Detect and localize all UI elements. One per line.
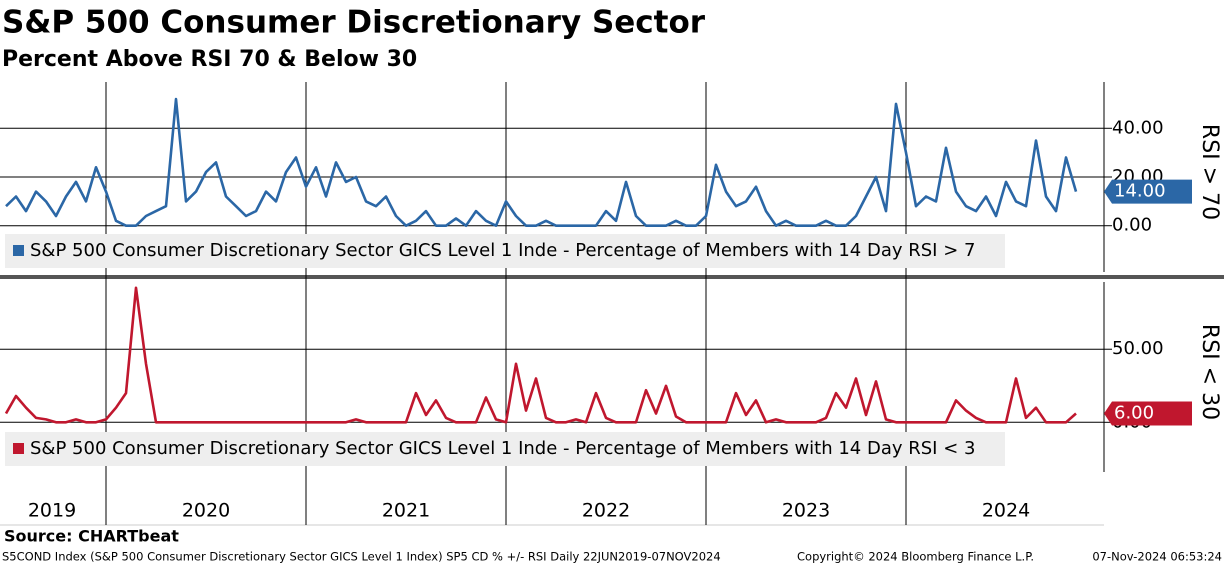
legend-box — [5, 432, 1005, 466]
axis-title: RSI > 70 — [1197, 124, 1222, 220]
footer-center: Copyright© 2024 Bloomberg Finance L.P. — [797, 550, 1034, 564]
legend-swatch — [13, 245, 24, 256]
series-line — [4, 286, 1077, 424]
x-tick-label: 2024 — [982, 500, 1030, 522]
y-tick-label: 50.00 — [1112, 338, 1164, 359]
chart-title: S&P 500 Consumer Discretionary Sector — [2, 5, 706, 41]
x-tick-label: 2020 — [182, 500, 230, 522]
legend-label: S&P 500 Consumer Discretionary Sector GI… — [30, 240, 975, 261]
y-tick-label: 40.00 — [1112, 117, 1164, 138]
legend-box — [5, 234, 1005, 268]
x-tick-label: 2022 — [582, 500, 630, 522]
x-tick-label: 2021 — [382, 500, 430, 522]
footer-left: S5COND Index (S&P 500 Consumer Discretio… — [2, 550, 721, 564]
legend-swatch — [13, 443, 24, 454]
series-line — [5, 97, 1078, 227]
source: Source: CHARTbeat — [4, 527, 179, 546]
end-value-label: 14.00 — [1114, 181, 1166, 202]
axis-title: RSI < 30 — [1197, 324, 1222, 420]
legend-label: S&P 500 Consumer Discretionary Sector GI… — [30, 438, 975, 459]
y-tick-label: 0.00 — [1112, 215, 1152, 236]
end-value-tag — [1104, 179, 1192, 204]
footer-right: 07-Nov-2024 06:53:24 — [1092, 550, 1222, 564]
x-tick-label: 2019 — [28, 500, 76, 522]
end-value-label: 6.00 — [1114, 403, 1154, 424]
chart-subtitle: Percent Above RSI 70 & Below 30 — [2, 47, 417, 72]
end-value-tag — [1104, 401, 1192, 426]
x-tick-label: 2023 — [782, 500, 830, 522]
